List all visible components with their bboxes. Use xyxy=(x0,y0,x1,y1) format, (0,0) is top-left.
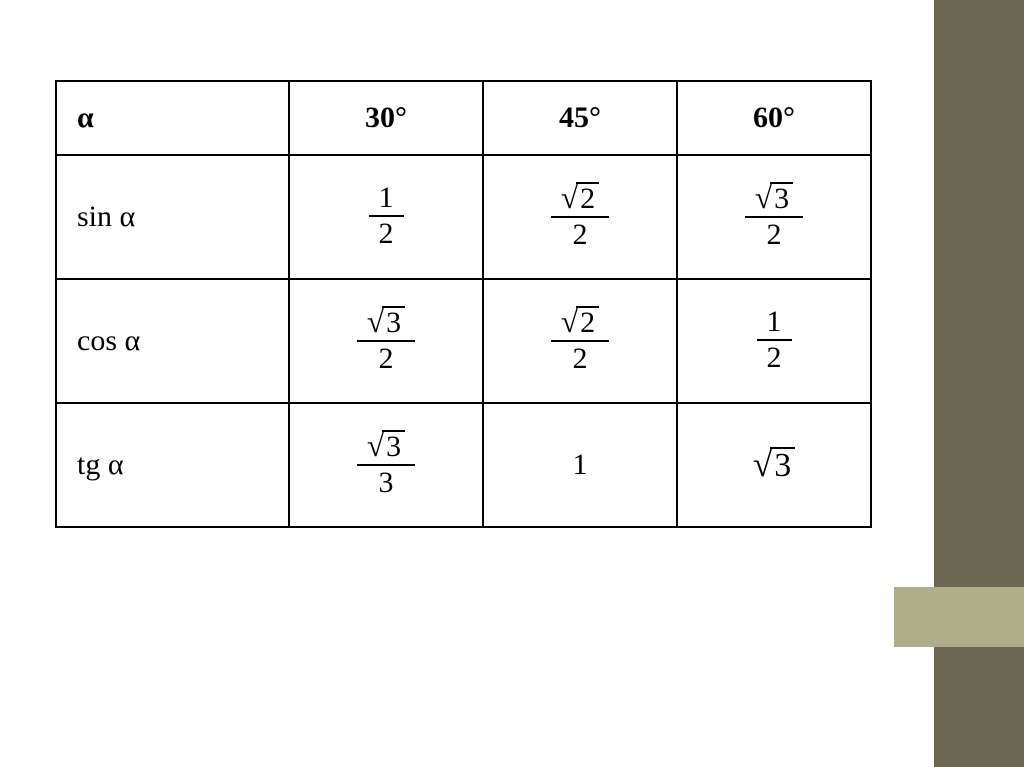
fraction: √2 2 xyxy=(551,182,609,250)
sqrt-icon: √3 xyxy=(755,182,793,214)
row-label-tg: tg α xyxy=(56,403,289,527)
cell-tg-60: √3 xyxy=(677,403,871,527)
denominator: 2 xyxy=(369,215,404,249)
table-row: tg α √3 3 1 √3 xyxy=(56,403,871,527)
cell-sin-30: 1 2 xyxy=(289,155,483,279)
denominator: 2 xyxy=(745,216,803,250)
header-alpha: α xyxy=(56,81,289,155)
table-row: sin α 1 2 √2 2 xyxy=(56,155,871,279)
cell-tg-45: 1 xyxy=(483,403,677,527)
numerator: 1 xyxy=(757,307,792,339)
numerator: √3 xyxy=(357,430,415,464)
table-row: cos α √3 2 √2 2 xyxy=(56,279,871,403)
decor-side-block xyxy=(894,587,1024,647)
decor-sidebar xyxy=(934,0,1024,767)
sqrt-icon: √3 xyxy=(367,306,405,338)
fraction: √3 2 xyxy=(357,306,415,374)
numerator: 1 xyxy=(369,183,404,215)
sqrt-icon: √3 xyxy=(753,447,796,483)
fraction: √3 3 xyxy=(357,430,415,498)
cell-cos-30: √3 2 xyxy=(289,279,483,403)
cell-sin-45: √2 2 xyxy=(483,155,677,279)
denominator: 2 xyxy=(551,340,609,374)
row-label-sin: sin α xyxy=(56,155,289,279)
numerator: √2 xyxy=(551,182,609,216)
trig-table-wrap: α 30° 45° 60° sin α 1 2 √2 xyxy=(55,80,872,528)
fraction: 1 2 xyxy=(757,307,792,373)
cell-tg-30: √3 3 xyxy=(289,403,483,527)
header-30: 30° xyxy=(289,81,483,155)
fraction: √3 2 xyxy=(745,182,803,250)
header-60: 60° xyxy=(677,81,871,155)
row-label-cos: cos α xyxy=(56,279,289,403)
numerator: √2 xyxy=(551,306,609,340)
page: α 30° 45° 60° sin α 1 2 √2 xyxy=(0,0,1024,767)
sqrt-icon: √2 xyxy=(561,182,599,214)
numerator: √3 xyxy=(357,306,415,340)
fraction: √2 2 xyxy=(551,306,609,374)
cell-sin-60: √3 2 xyxy=(677,155,871,279)
cell-cos-45: √2 2 xyxy=(483,279,677,403)
denominator: 2 xyxy=(757,339,792,373)
numerator: √3 xyxy=(745,182,803,216)
cell-cos-60: 1 2 xyxy=(677,279,871,403)
denominator: 2 xyxy=(357,340,415,374)
fraction: 1 2 xyxy=(369,183,404,249)
header-45: 45° xyxy=(483,81,677,155)
denominator: 3 xyxy=(357,464,415,498)
sqrt-icon: √3 xyxy=(367,430,405,462)
trig-table: α 30° 45° 60° sin α 1 2 √2 xyxy=(55,80,872,528)
plain-value: 1 xyxy=(573,448,588,481)
denominator: 2 xyxy=(551,216,609,250)
table-header-row: α 30° 45° 60° xyxy=(56,81,871,155)
sqrt-icon: √2 xyxy=(561,306,599,338)
